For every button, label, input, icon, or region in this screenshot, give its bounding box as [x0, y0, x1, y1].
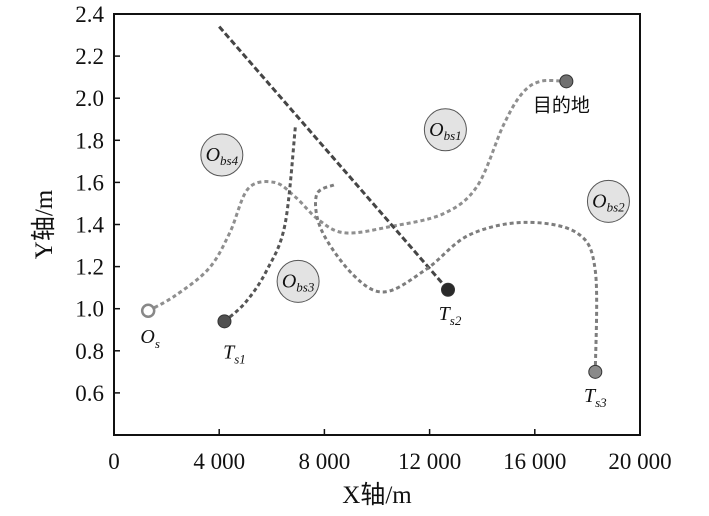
- marker-label: Ts2: [439, 303, 462, 328]
- x-tick-label: 8 000: [299, 449, 351, 474]
- obstacle-circle: [423, 108, 467, 152]
- marker-label-main: O: [140, 326, 154, 348]
- y-tick-label: 1.6: [75, 170, 104, 195]
- obstacle-label-main: O: [282, 270, 296, 292]
- x-tick-label: 16 000: [503, 449, 566, 474]
- x-tick-label: 12 000: [398, 449, 461, 474]
- y-tick-label: 1.8: [75, 128, 104, 153]
- obstacle-circle: [200, 133, 244, 177]
- obstacle-label: Obs4: [206, 144, 239, 168]
- y-tick-label: 0.6: [75, 381, 104, 406]
- y-tick-label: 1.2: [75, 255, 104, 280]
- obstacle-label-sub: bs2: [607, 199, 626, 214]
- obstacle-circle: [586, 179, 630, 223]
- tick-layer: 0 4 000 8 000 12 000 16 000 20 000 0.6 0.8 1.0 1.…: [75, 2, 671, 474]
- obstacle-label-sub: bs4: [220, 153, 239, 168]
- marker-label-main: T: [223, 341, 236, 363]
- marker-point: [441, 282, 456, 297]
- marker-label-sub: s3: [595, 395, 607, 410]
- destination-label: 目的地: [533, 94, 590, 116]
- obstacle-label: Obs2: [592, 190, 625, 214]
- marker-label-sub: s1: [234, 351, 246, 366]
- x-tick-label: 0: [108, 449, 120, 474]
- y-tick-label: 1.4: [75, 213, 104, 238]
- y-tick-label: 1.0: [75, 297, 104, 322]
- series-path-2: [223, 125, 297, 323]
- marker-label: Os: [140, 326, 160, 351]
- series-path-1: [147, 78, 567, 313]
- marker-label-sub: s: [155, 336, 160, 351]
- marker-point: [588, 364, 603, 379]
- y-tick-label: 2.0: [75, 86, 104, 111]
- series-path-4: [314, 183, 599, 372]
- y-tick-label: 2.2: [75, 44, 104, 69]
- series-layer: [147, 25, 599, 372]
- marker-point: [140, 303, 156, 319]
- marker-label: Ts1: [223, 341, 246, 366]
- marker-label-main: T: [584, 385, 597, 407]
- marker-label-sub: s2: [450, 313, 462, 328]
- obstacle-label-sub: bs3: [296, 279, 315, 294]
- marker-label: Ts3: [584, 385, 607, 410]
- obstacle-label-sub: bs1: [444, 128, 462, 143]
- obstacle-label-main: O: [592, 190, 606, 212]
- y-tick-label: 0.8: [75, 339, 104, 364]
- x-axis-title: X轴/m: [342, 481, 412, 509]
- marker-point: [559, 74, 574, 89]
- marker-label-main: T: [439, 303, 452, 325]
- obstacle-label: Obs3: [282, 270, 315, 294]
- obstacle-label-main: O: [429, 119, 443, 141]
- marker-point: [217, 314, 232, 329]
- y-axis-title: Y轴/m: [30, 189, 58, 259]
- obstacle-label: Obs1: [429, 119, 462, 143]
- y-tick-label: 2.4: [75, 2, 104, 27]
- obstacle-label-main: O: [206, 144, 220, 166]
- series-path-3: [218, 25, 450, 291]
- obstacle-circle: [276, 259, 320, 303]
- x-tick-label: 4 000: [193, 449, 245, 474]
- x-tick-label: 20 000: [608, 449, 671, 474]
